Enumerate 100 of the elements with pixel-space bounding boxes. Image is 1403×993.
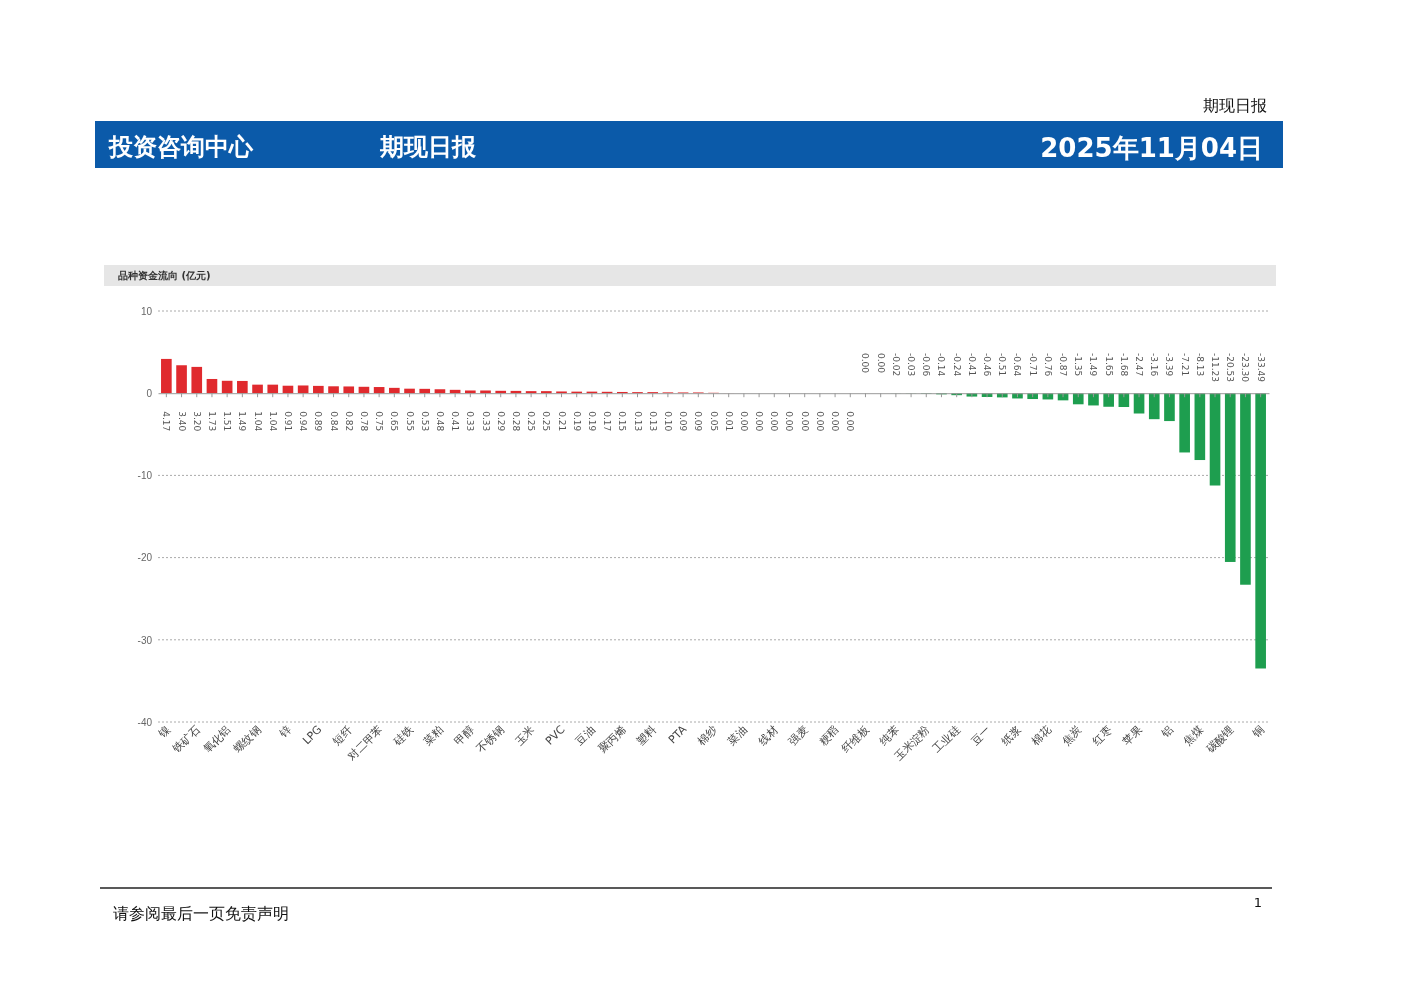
y-tick-label: -10: [137, 470, 153, 482]
x-tick-label: 豆一: [968, 722, 994, 748]
data-label: 0.41: [450, 411, 461, 432]
x-tick-label: 聚丙烯: [595, 722, 629, 756]
data-label: 0.33: [480, 411, 491, 432]
data-label: 0.55: [404, 411, 415, 432]
data-label: 0.13: [647, 411, 658, 432]
text: 期现日报: [1203, 96, 1267, 115]
x-tick-label: 纯苯: [877, 722, 902, 748]
data-label: 0.84: [328, 411, 339, 432]
data-label: -0.71: [1027, 353, 1038, 377]
data-label: -0.03: [906, 353, 917, 377]
data-label: -0.87: [1058, 353, 1069, 377]
x-tick-label: 塑料: [634, 722, 659, 748]
data-label: -0.46: [982, 353, 993, 377]
y-tick-label: 10: [140, 305, 153, 317]
data-label: 0.65: [389, 411, 400, 432]
data-label: -0.41: [966, 353, 977, 377]
text: 2025年11月04日: [1040, 133, 1263, 163]
x-tick-label: 红枣: [1090, 722, 1115, 748]
data-label: -23.30: [1240, 353, 1251, 383]
data-label: 0.28: [510, 411, 521, 432]
data-label: -1.35: [1073, 353, 1084, 377]
data-label: -1.68: [1118, 353, 1129, 377]
data-label: -7.21: [1179, 353, 1190, 377]
data-label: 0.19: [571, 411, 582, 432]
data-label: 0.00: [814, 411, 825, 432]
y-tick-label: -30: [137, 634, 153, 646]
x-tick-label: 棉纱: [694, 722, 720, 748]
x-tick-label: 不锈钢: [474, 722, 507, 756]
x-tick-label: 苹果: [1120, 722, 1146, 748]
data-label: 0.00: [845, 411, 856, 432]
text: 1: [1253, 895, 1262, 910]
data-label: 3.40: [176, 411, 187, 432]
data-label: 1.04: [267, 411, 278, 432]
y-tick-label: 0: [146, 387, 153, 399]
data-label: 1.51: [222, 411, 233, 432]
data-label: 0.13: [632, 411, 643, 432]
data-label: 0.00: [830, 411, 841, 432]
data-label: -0.24: [951, 353, 962, 377]
data-label: -2.47: [1134, 353, 1145, 377]
data-label: 0.01: [723, 411, 734, 432]
x-tick-label: 铝: [1157, 722, 1176, 741]
x-tick-label: 焦炭: [1059, 722, 1085, 748]
data-label: -0.64: [1012, 353, 1023, 377]
text: 请参阅最后一页免责声明: [113, 904, 289, 923]
data-label: 0.91: [282, 411, 293, 432]
data-label: 0.10: [662, 411, 673, 432]
data-label: 0.00: [769, 411, 780, 432]
data-label: 0.82: [343, 411, 354, 432]
data-label: -0.14: [936, 353, 947, 377]
data-label: 0.15: [617, 411, 628, 432]
data-label: 1.73: [206, 411, 217, 432]
data-label: 0.89: [313, 411, 324, 432]
data-label: 0.09: [678, 411, 689, 432]
x-tick-label: 纤维板: [839, 722, 872, 756]
data-label: -3.16: [1149, 353, 1160, 377]
y-tick-label: -40: [137, 716, 153, 728]
data-label: 0.00: [784, 411, 795, 432]
x-tick-label: 菜油: [725, 722, 751, 748]
data-label: 0.09: [693, 411, 704, 432]
data-label: -8.13: [1194, 353, 1205, 377]
x-tick-label: 工业硅: [930, 722, 963, 756]
x-tick-label: 粳稻: [816, 722, 842, 748]
data-label: 0.29: [495, 411, 506, 432]
x-tick-label: 硅铁: [390, 722, 416, 749]
data-label: -0.76: [1042, 353, 1053, 377]
data-label: 0.05: [708, 411, 719, 432]
data-label: 1.49: [237, 411, 248, 432]
text: 期现日报: [379, 133, 477, 161]
data-label: 0.78: [358, 411, 369, 432]
y-tick-label: -20: [137, 552, 153, 564]
data-label: -11.23: [1210, 353, 1221, 383]
x-tick-label: 铜: [1249, 722, 1267, 741]
x-tick-label: 锌: [276, 722, 295, 741]
data-label: 0.21: [556, 411, 567, 432]
data-label: -0.02: [890, 353, 901, 377]
data-label: 0.00: [738, 411, 749, 432]
data-label: -1.65: [1103, 353, 1114, 377]
x-tick-label: 碳酸锂: [1203, 722, 1237, 757]
data-label: 4.17: [161, 411, 172, 432]
data-label: 0.00: [860, 353, 871, 374]
chart-title: 品种资金流向 (亿元): [118, 270, 211, 281]
data-label: 1.04: [252, 411, 263, 432]
data-label: 0.48: [434, 411, 445, 432]
data-label: 0.25: [541, 411, 552, 432]
x-tick-label: 短纤: [330, 722, 355, 748]
x-tick-label: PTA: [665, 722, 690, 747]
data-label: 0.25: [526, 411, 537, 432]
data-label: 0.19: [586, 411, 597, 432]
x-tick-label: 线材: [755, 722, 781, 748]
data-label: 0.94: [298, 411, 309, 432]
x-tick-label: 玉米: [512, 722, 538, 748]
data-label: 0.53: [419, 411, 430, 432]
data-label: 3.20: [191, 411, 202, 432]
data-label: -3.39: [1164, 353, 1175, 377]
x-tick-label: 强麦: [786, 722, 811, 748]
data-label: -1.49: [1088, 353, 1099, 377]
data-label: -0.51: [997, 353, 1008, 377]
data-label: 0.00: [754, 411, 765, 432]
